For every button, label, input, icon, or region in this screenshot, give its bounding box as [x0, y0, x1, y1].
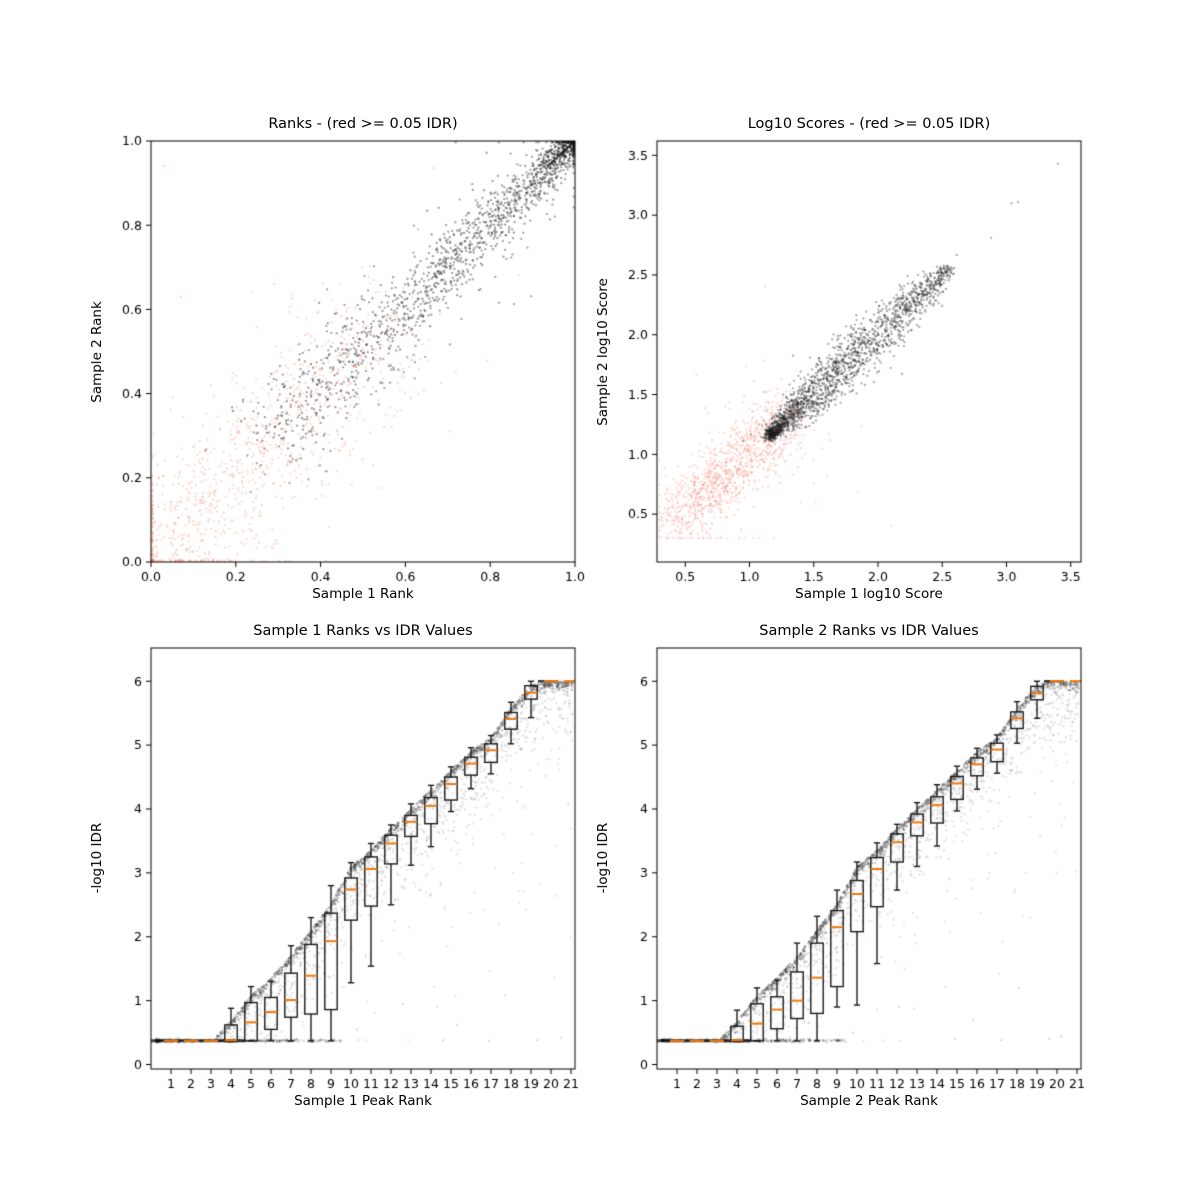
sample2-idr-boxplot-canvas	[587, 628, 1093, 1124]
sample1-idr-boxplot-canvas	[81, 628, 587, 1124]
xlabel-log10-scores: Sample 1 log10 Score	[795, 586, 943, 602]
ylabel-sample2-idr: -log10 IDR	[595, 822, 611, 894]
xlabel-sample1-idr: Sample 1 Peak Rank	[294, 1093, 432, 1109]
ylabel-ranks: Sample 2 Rank	[89, 301, 105, 403]
xlabel-sample2-idr: Sample 2 Peak Rank	[800, 1093, 938, 1109]
ranks-scatter-canvas	[81, 121, 587, 617]
ylabel-sample1-idr: -log10 IDR	[89, 822, 105, 894]
log10-scores-scatter-canvas	[587, 121, 1093, 617]
ylabel-log10-scores: Sample 2 log10 Score	[595, 278, 611, 426]
xlabel-ranks: Sample 1 Rank	[312, 586, 414, 602]
